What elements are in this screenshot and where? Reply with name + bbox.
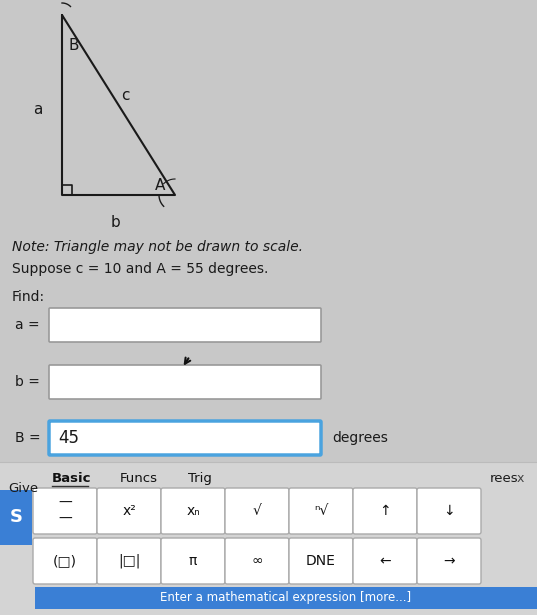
Text: Enter a mathematical expression [more...]: Enter a mathematical expression [more...… [161, 592, 411, 605]
Text: |□|: |□| [118, 554, 140, 568]
Text: degrees: degrees [332, 431, 388, 445]
FancyBboxPatch shape [97, 488, 161, 534]
FancyBboxPatch shape [49, 308, 321, 342]
Text: DNE: DNE [306, 554, 336, 568]
Text: S: S [10, 509, 23, 526]
Bar [35, 587, 537, 609]
Text: b =: b = [15, 375, 40, 389]
FancyBboxPatch shape [49, 365, 321, 399]
Text: A: A [155, 178, 165, 193]
Bar [0, 462, 537, 615]
FancyBboxPatch shape [417, 488, 481, 534]
Text: π: π [189, 554, 197, 568]
FancyBboxPatch shape [161, 488, 225, 534]
Text: b: b [110, 215, 120, 230]
Text: Suppose c = 10 and A = 55 degrees.: Suppose c = 10 and A = 55 degrees. [12, 262, 268, 276]
Text: →: → [443, 554, 455, 568]
Text: a: a [33, 103, 42, 117]
Text: c: c [121, 87, 129, 103]
Text: B =: B = [15, 431, 41, 445]
Text: ↑: ↑ [379, 504, 391, 518]
Text: —
—: — — [58, 496, 72, 526]
Text: B: B [68, 38, 78, 53]
FancyBboxPatch shape [417, 538, 481, 584]
FancyBboxPatch shape [225, 538, 289, 584]
Text: x²: x² [122, 504, 136, 518]
Text: Basic: Basic [52, 472, 91, 485]
Text: Note: Triangle may not be drawn to scale.: Note: Triangle may not be drawn to scale… [12, 240, 303, 254]
Text: ⁿ√: ⁿ√ [314, 504, 328, 518]
FancyBboxPatch shape [49, 421, 321, 455]
Text: Funcs: Funcs [120, 472, 158, 485]
Text: Find:: Find: [12, 290, 45, 304]
Text: ↓: ↓ [443, 504, 455, 518]
FancyBboxPatch shape [33, 538, 97, 584]
Text: Give: Give [8, 482, 38, 495]
Text: rees: rees [490, 472, 519, 485]
Text: xₙ: xₙ [186, 504, 200, 518]
Text: Trig: Trig [188, 472, 212, 485]
Text: x: x [516, 472, 524, 485]
Text: a =: a = [15, 318, 40, 332]
FancyBboxPatch shape [289, 488, 353, 534]
Text: ←: ← [379, 554, 391, 568]
FancyBboxPatch shape [97, 538, 161, 584]
Text: (□): (□) [53, 554, 77, 568]
FancyBboxPatch shape [225, 488, 289, 534]
FancyBboxPatch shape [33, 488, 97, 534]
Bar [0, 490, 32, 545]
Text: √: √ [252, 504, 262, 518]
FancyBboxPatch shape [161, 538, 225, 584]
FancyBboxPatch shape [353, 488, 417, 534]
FancyBboxPatch shape [289, 538, 353, 584]
Text: 45: 45 [58, 429, 79, 447]
FancyBboxPatch shape [353, 538, 417, 584]
Text: ∞: ∞ [251, 554, 263, 568]
